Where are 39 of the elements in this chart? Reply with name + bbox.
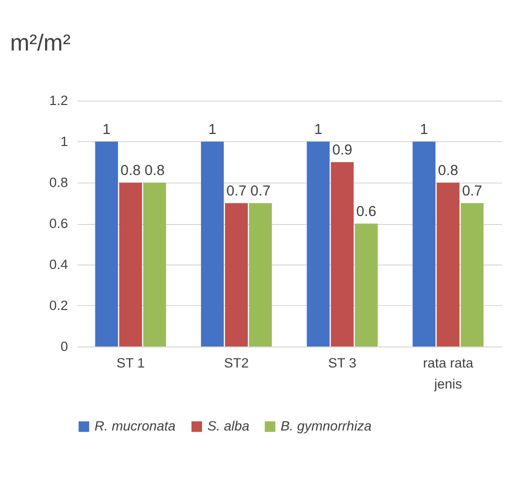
data-label: 0.8 [144, 162, 165, 179]
bar [306, 142, 330, 347]
data-label: 1 [208, 122, 216, 138]
bar [119, 182, 142, 347]
y-tick-label: 1.2 [49, 92, 68, 108]
x-tick-label: ST 3 [328, 355, 356, 370]
bar [436, 182, 460, 347]
bar [225, 203, 248, 347]
data-label: 0.6 [356, 204, 376, 220]
bar [354, 224, 378, 347]
bar [95, 142, 118, 347]
data-label: 1 [102, 122, 111, 138]
data-label: 0.7 [226, 183, 246, 200]
y-tick-label: 0.6 [49, 216, 68, 231]
data-label: 0.7 [462, 183, 482, 200]
bar [460, 203, 484, 347]
x-tick-label: rata rata jenis [422, 355, 474, 392]
bar [200, 142, 224, 347]
y-tick-label: 0 [60, 338, 68, 354]
legend-label: B. gymnorrhiza [280, 418, 372, 434]
chart-title: m²/m² [10, 29, 71, 56]
data-label: 1 [420, 122, 428, 138]
data-label: 0.7 [250, 183, 271, 200]
y-tick-label: 0.2 [49, 298, 68, 313]
legend-label: R. mucronata [94, 418, 176, 434]
data-label: 0.9 [332, 142, 352, 158]
bar [143, 182, 166, 347]
data-label: 1 [314, 122, 322, 138]
y-tick-label: 0.8 [49, 174, 68, 190]
legend-label: S. alba [207, 418, 250, 434]
data-label: 0.8 [120, 162, 141, 179]
bar [330, 162, 354, 347]
y-tick-label: 1 [60, 134, 68, 149]
x-tick-label: ST 1 [116, 355, 145, 370]
y-tick-label: 0.4 [49, 256, 68, 272]
x-tick-label: ST2 [224, 355, 249, 370]
data-label: 0.8 [438, 162, 458, 179]
bar [412, 142, 436, 347]
bar [249, 203, 272, 347]
